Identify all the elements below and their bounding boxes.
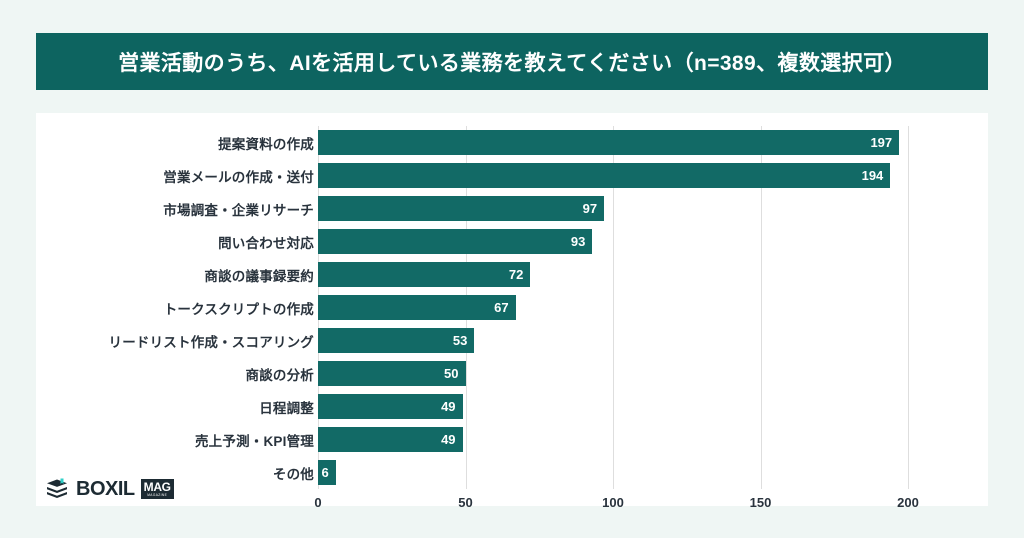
category-label: 商談の分析 bbox=[245, 367, 314, 383]
bar-value-label: 72 bbox=[508, 267, 524, 282]
logo-mag-badge: MAG MAGAZINE bbox=[140, 479, 174, 499]
x-tick-label: 100 bbox=[602, 495, 624, 510]
category-label: 売上予測・KPI管理 bbox=[194, 433, 314, 449]
bar-value-label: 67 bbox=[494, 300, 509, 315]
bar[interactable]: 50 bbox=[318, 361, 466, 386]
bar-value-label: 194 bbox=[861, 168, 884, 183]
bar-row: 営業メールの作成・送付 194 bbox=[163, 159, 908, 192]
bar-value-label: 6 bbox=[321, 465, 329, 480]
bar-value-label: 49 bbox=[441, 432, 456, 447]
category-label: その他 bbox=[272, 466, 314, 482]
bar-value-label: 93 bbox=[570, 234, 586, 249]
category-label: 商談の議事録要約 bbox=[204, 268, 314, 284]
bar-row: 日程調整 49 bbox=[259, 390, 908, 423]
logo-mag-badge-sub: MAGAZINE bbox=[147, 493, 168, 498]
bar[interactable]: 194 bbox=[318, 163, 891, 188]
bar-row: その他 6 bbox=[273, 456, 908, 489]
category-label: リードリスト作成・スコアリング bbox=[108, 334, 314, 350]
bar[interactable]: 49 bbox=[318, 394, 463, 419]
gridline-150 bbox=[760, 126, 762, 489]
category-label: 日程調整 bbox=[259, 400, 314, 416]
category-label: 提案資料の作成 bbox=[218, 136, 314, 152]
bar-row: 問い合わせ対応 93 bbox=[218, 225, 908, 258]
logo-mag-badge-main: MAG bbox=[143, 480, 171, 495]
category-label: 市場調査・企業リサーチ bbox=[163, 202, 314, 218]
bar-row: 市場調査・企業リサーチ 97 bbox=[163, 192, 908, 225]
bar-value-label: 197 bbox=[870, 135, 893, 150]
logo-wordmark: BOXIL bbox=[76, 478, 135, 500]
chart-card: 提案資料の作成 197 営業メールの作成・送付 194 市場調査・企業リサーチ 97 問い合… bbox=[36, 113, 988, 510]
bars-layer: 提案資料の作成 197 営業メールの作成・送付 194 市場調査・企業リサーチ 97 問い合… bbox=[109, 126, 908, 489]
x-tick-label: 150 bbox=[749, 495, 772, 510]
bar-row: 提案資料の作成 197 bbox=[218, 126, 908, 159]
bar-row: 商談の分析 50 bbox=[246, 357, 908, 390]
boxil-stacked-layers-icon bbox=[47, 478, 67, 498]
category-label: 営業メールの作成・送付 bbox=[163, 169, 314, 185]
category-label: トークスクリプトの作成 bbox=[163, 301, 314, 317]
page-title: 営業活動のうち、AIを活用している業務を教えてください（n=389、複数選択可） bbox=[118, 51, 906, 75]
bar[interactable]: 53 bbox=[318, 328, 475, 353]
category-label: 問い合わせ対応 bbox=[218, 235, 314, 251]
x-tick-label: 50 bbox=[458, 495, 473, 510]
bar-row: 売上予測・KPI管理 49 bbox=[195, 423, 908, 456]
bar-row: 商談の議事録要約 72 bbox=[204, 258, 908, 291]
boxil-mag-logo[interactable]: BOXIL MAG MAGAZINE bbox=[46, 477, 174, 501]
bar-value-label: 97 bbox=[582, 201, 598, 216]
bar[interactable]: 97 bbox=[318, 196, 605, 221]
bar[interactable]: 49 bbox=[318, 427, 463, 452]
x-axis: 0 50 100 150 200 bbox=[314, 489, 918, 517]
gridline-200 bbox=[908, 126, 909, 489]
bar[interactable]: 6 bbox=[318, 460, 336, 485]
bar-chart-plot: 提案資料の作成 197 営業メールの作成・送付 194 市場調査・企業リサーチ 97 問い合… bbox=[109, 126, 919, 510]
bar[interactable]: 72 bbox=[318, 262, 531, 287]
chart-header-band: 営業活動のうち、AIを活用している業務を教えてください（n=389、複数選択可） bbox=[36, 33, 988, 90]
gridline-100 bbox=[613, 126, 614, 489]
x-tick-label: 200 bbox=[897, 495, 919, 510]
bar-row: リードリスト作成・スコアリング 53 bbox=[109, 324, 908, 357]
bar-value-label: 49 bbox=[441, 399, 456, 414]
bar-row: トークスクリプトの作成 67 bbox=[164, 291, 908, 324]
bar-value-label: 50 bbox=[444, 366, 459, 381]
x-tick-label: 0 bbox=[314, 495, 322, 510]
bar[interactable]: 93 bbox=[318, 229, 593, 254]
bar-value-label: 53 bbox=[452, 333, 468, 348]
bar[interactable]: 197 bbox=[318, 130, 900, 155]
bar[interactable]: 67 bbox=[318, 295, 516, 320]
